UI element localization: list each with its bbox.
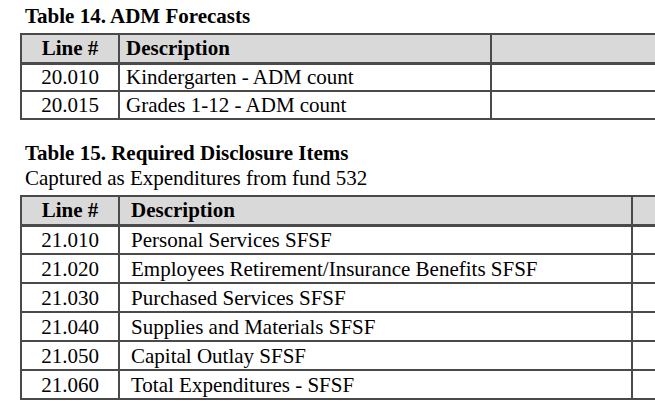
description-cell: Personal Services SFSF [119, 225, 632, 254]
table-row: 20.010 Kindergarten - ADM count [21, 63, 655, 91]
table14-col-header-blank [491, 34, 655, 63]
line-number-cell: 21.040 [21, 312, 119, 341]
line-number-cell: 21.030 [21, 283, 119, 312]
document-page: Table 14. ADM Forecasts Line # Descripti… [0, 0, 655, 418]
description-cell: Employees Retirement/Insurance Benefits … [119, 254, 632, 283]
line-number-cell: 20.015 [21, 91, 119, 119]
table15-col-header-line: Line # [21, 196, 119, 225]
table14-col-header-line: Line # [21, 34, 119, 63]
table15-header-row: Line # Description [21, 196, 655, 225]
value-cell [632, 283, 655, 312]
value-cell [632, 370, 655, 399]
table-row: 21.050 Capital Outlay SFSF [21, 341, 655, 370]
line-number-cell: 21.010 [21, 225, 119, 254]
table-row: 21.030 Purchased Services SFSF [21, 283, 655, 312]
table-row: 21.020 Employees Retirement/Insurance Be… [21, 254, 655, 283]
line-number-cell: 21.050 [21, 341, 119, 370]
line-number-cell: 20.010 [21, 63, 119, 91]
value-cell [491, 63, 655, 91]
line-number-cell: 21.020 [21, 254, 119, 283]
table15-subtitle: Captured as Expenditures from fund 532 [25, 165, 367, 191]
table14-col-header-description: Description [119, 34, 491, 63]
table-row: 21.060 Total Expenditures - SFSF [21, 370, 655, 399]
description-cell: Kindergarten - ADM count [119, 63, 491, 91]
table-row: 21.010 Personal Services SFSF [21, 225, 655, 254]
table-row: 20.015 Grades 1-12 - ADM count [21, 91, 655, 119]
value-cell [632, 341, 655, 370]
value-cell [491, 91, 655, 119]
value-cell [632, 225, 655, 254]
description-cell: Total Expenditures - SFSF [119, 370, 632, 399]
description-cell: Grades 1-12 - ADM count [119, 91, 491, 119]
value-cell [632, 312, 655, 341]
description-cell: Supplies and Materials SFSF [119, 312, 632, 341]
table14-header-row: Line # Description [21, 34, 655, 63]
table15-title: Table 15. Required Disclosure Items [25, 140, 348, 166]
table14-title: Table 14. ADM Forecasts [25, 3, 250, 29]
required-disclosure-items-table: Line # Description 21.010 Personal Servi… [20, 195, 655, 400]
table-row: 21.040 Supplies and Materials SFSF [21, 312, 655, 341]
table15-col-header-blank [632, 196, 655, 225]
value-cell [632, 254, 655, 283]
adm-forecasts-table: Line # Description 20.010 Kindergarten -… [20, 33, 655, 120]
table15-col-header-description: Description [119, 196, 632, 225]
description-cell: Capital Outlay SFSF [119, 341, 632, 370]
description-cell: Purchased Services SFSF [119, 283, 632, 312]
line-number-cell: 21.060 [21, 370, 119, 399]
